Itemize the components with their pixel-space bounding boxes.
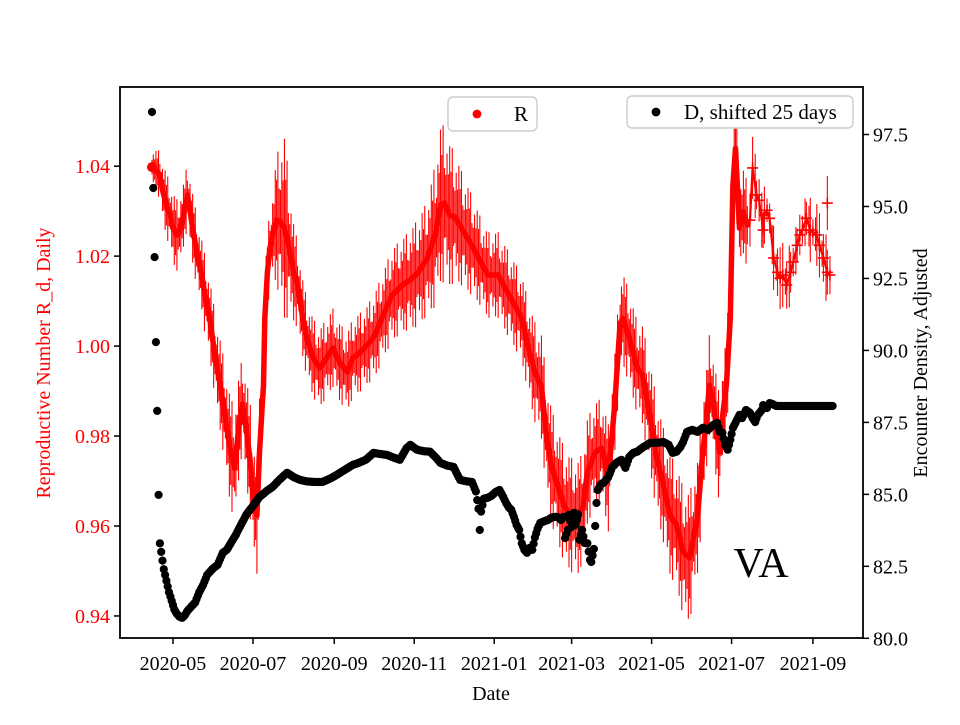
d-dot: [149, 183, 158, 193]
y-right-tick-label: 92.5: [873, 268, 908, 290]
d-dot: [153, 406, 162, 415]
plus-marker: [757, 224, 769, 236]
y-right-tick-label: 80.0: [873, 628, 908, 650]
legend-d-label: D, shifted 25 days: [684, 100, 837, 124]
d-dot: [592, 498, 601, 508]
y-right-tick-label: 82.5: [873, 556, 908, 578]
plus-marker: [747, 162, 759, 174]
y-right-tick-label: 85.0: [873, 484, 908, 506]
y-right-tick-label: 87.5: [873, 412, 908, 434]
plus-marker: [764, 212, 776, 224]
x-tick-label: 2020-05: [140, 653, 207, 675]
plus-marker: [824, 269, 836, 281]
d-dot: [516, 532, 525, 541]
d-dot: [591, 521, 600, 531]
plus-marker: [772, 266, 784, 278]
legend-d-box: [626, 95, 854, 129]
y-left-axis-ticks: 1.04 1.02 1.00 0.98 0.96 0.94: [75, 156, 120, 628]
d-dot: [475, 525, 484, 535]
d-dot: [158, 556, 167, 565]
state-annotation: VA: [733, 541, 789, 587]
plus-marker: [785, 266, 797, 278]
y-left-tick-label: 0.98: [75, 426, 110, 448]
y-right-tick-label: 95.0: [873, 196, 908, 218]
x-tick-label: 2021-09: [780, 653, 847, 675]
plus-marker: [768, 252, 780, 264]
plus-marker: [794, 229, 806, 241]
y-left-tick-label: 1.02: [75, 246, 110, 268]
d-dot: [587, 557, 596, 567]
plot-frame: [119, 86, 864, 639]
d-dot: [147, 107, 157, 117]
x-axis-title: Date: [472, 683, 510, 705]
y-left-axis-title: Reproductive Number R_d, Daily: [33, 227, 55, 498]
plus-marker: [744, 214, 756, 226]
plus-marker: [804, 224, 816, 236]
y-right-tick-label: 90.0: [873, 340, 908, 362]
y-right-axis-ticks: 97.5 95.0 92.5 90.0 87.5 85.0 82.5 80.0: [863, 125, 908, 650]
d-dot: [155, 539, 164, 548]
d-dot: [528, 545, 537, 555]
x-tick-label: 2021-07: [698, 653, 765, 675]
d-dot: [589, 544, 599, 554]
y-left-tick-label: 1.00: [75, 336, 110, 358]
x-axis-ticks: 2020-05 2020-07 2020-09 2020-11 2021-01 2021-…: [140, 638, 847, 675]
d-dot: [478, 501, 487, 510]
d-dot: [718, 428, 727, 437]
plus-marker: [787, 256, 799, 268]
d-dot: [515, 525, 524, 535]
r-series-late: [744, 137, 836, 310]
r-first-point: [146, 162, 157, 173]
plus-marker: [800, 212, 812, 224]
y-left-tick-label: 0.94: [75, 606, 110, 628]
d-dot: [473, 496, 482, 505]
x-tick-label: 2020-09: [301, 653, 368, 675]
d-dot: [154, 490, 163, 499]
d-dot: [828, 401, 837, 411]
d-dot: [578, 525, 587, 535]
plus-marker: [821, 266, 833, 278]
d-dot: [157, 547, 166, 557]
d-dot: [477, 507, 486, 516]
plus-marker: [781, 279, 793, 291]
r-mean-line: [149, 145, 751, 561]
x-tick-label: 2021-05: [618, 653, 685, 675]
plus-marker: [753, 194, 765, 206]
x-tick-label: 2020-07: [220, 653, 287, 675]
d-dot: [151, 338, 160, 347]
d-dot: [579, 532, 588, 541]
plus-marker: [777, 269, 789, 281]
x-tick-label: 2020-11: [381, 653, 447, 675]
y-right-axis-title: Encounter Density, Adjusted: [910, 248, 932, 477]
y-left-tick-label: 0.96: [75, 516, 110, 538]
d-dot: [574, 510, 583, 519]
plus-marker: [751, 189, 763, 201]
legend-r: R: [447, 96, 538, 132]
plus-marker: [761, 204, 773, 216]
legend-d-marker-icon: [651, 107, 661, 117]
legend-d: D, shifted 25 days: [626, 95, 854, 129]
d-dot: [588, 551, 597, 560]
d-dot: [583, 539, 592, 548]
plus-marker: [813, 239, 825, 251]
d-dot: [471, 487, 480, 496]
legend-r-label: R: [514, 102, 528, 126]
y-right-tick-label: 97.5: [873, 125, 908, 147]
legend-r-marker-icon: [472, 109, 482, 119]
plus-marker: [791, 239, 803, 251]
y-left-tick-label: 1.04: [75, 156, 110, 178]
d-series: [147, 107, 837, 622]
legend-r-box: [447, 96, 538, 132]
plus-marker: [817, 252, 829, 264]
d-dot: [150, 253, 159, 262]
x-tick-label: 2021-01: [461, 653, 528, 675]
plus-marker: [811, 229, 823, 241]
r-series: [146, 116, 751, 619]
d-dot: [529, 539, 538, 548]
x-tick-label: 2021-03: [538, 653, 605, 675]
